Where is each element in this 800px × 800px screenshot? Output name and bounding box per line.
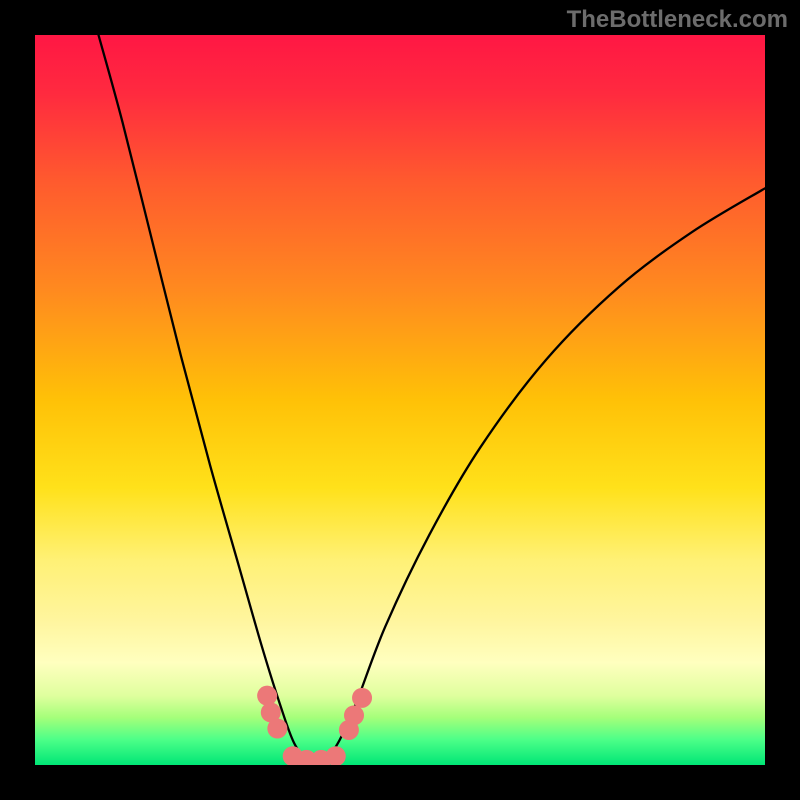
valley-marker [344, 705, 364, 725]
bottleneck-chart [35, 35, 765, 765]
chart-background [35, 35, 765, 765]
valley-marker [352, 688, 372, 708]
watermark-text: TheBottleneck.com [567, 6, 788, 34]
valley-marker [257, 686, 277, 706]
valley-marker [267, 719, 287, 739]
